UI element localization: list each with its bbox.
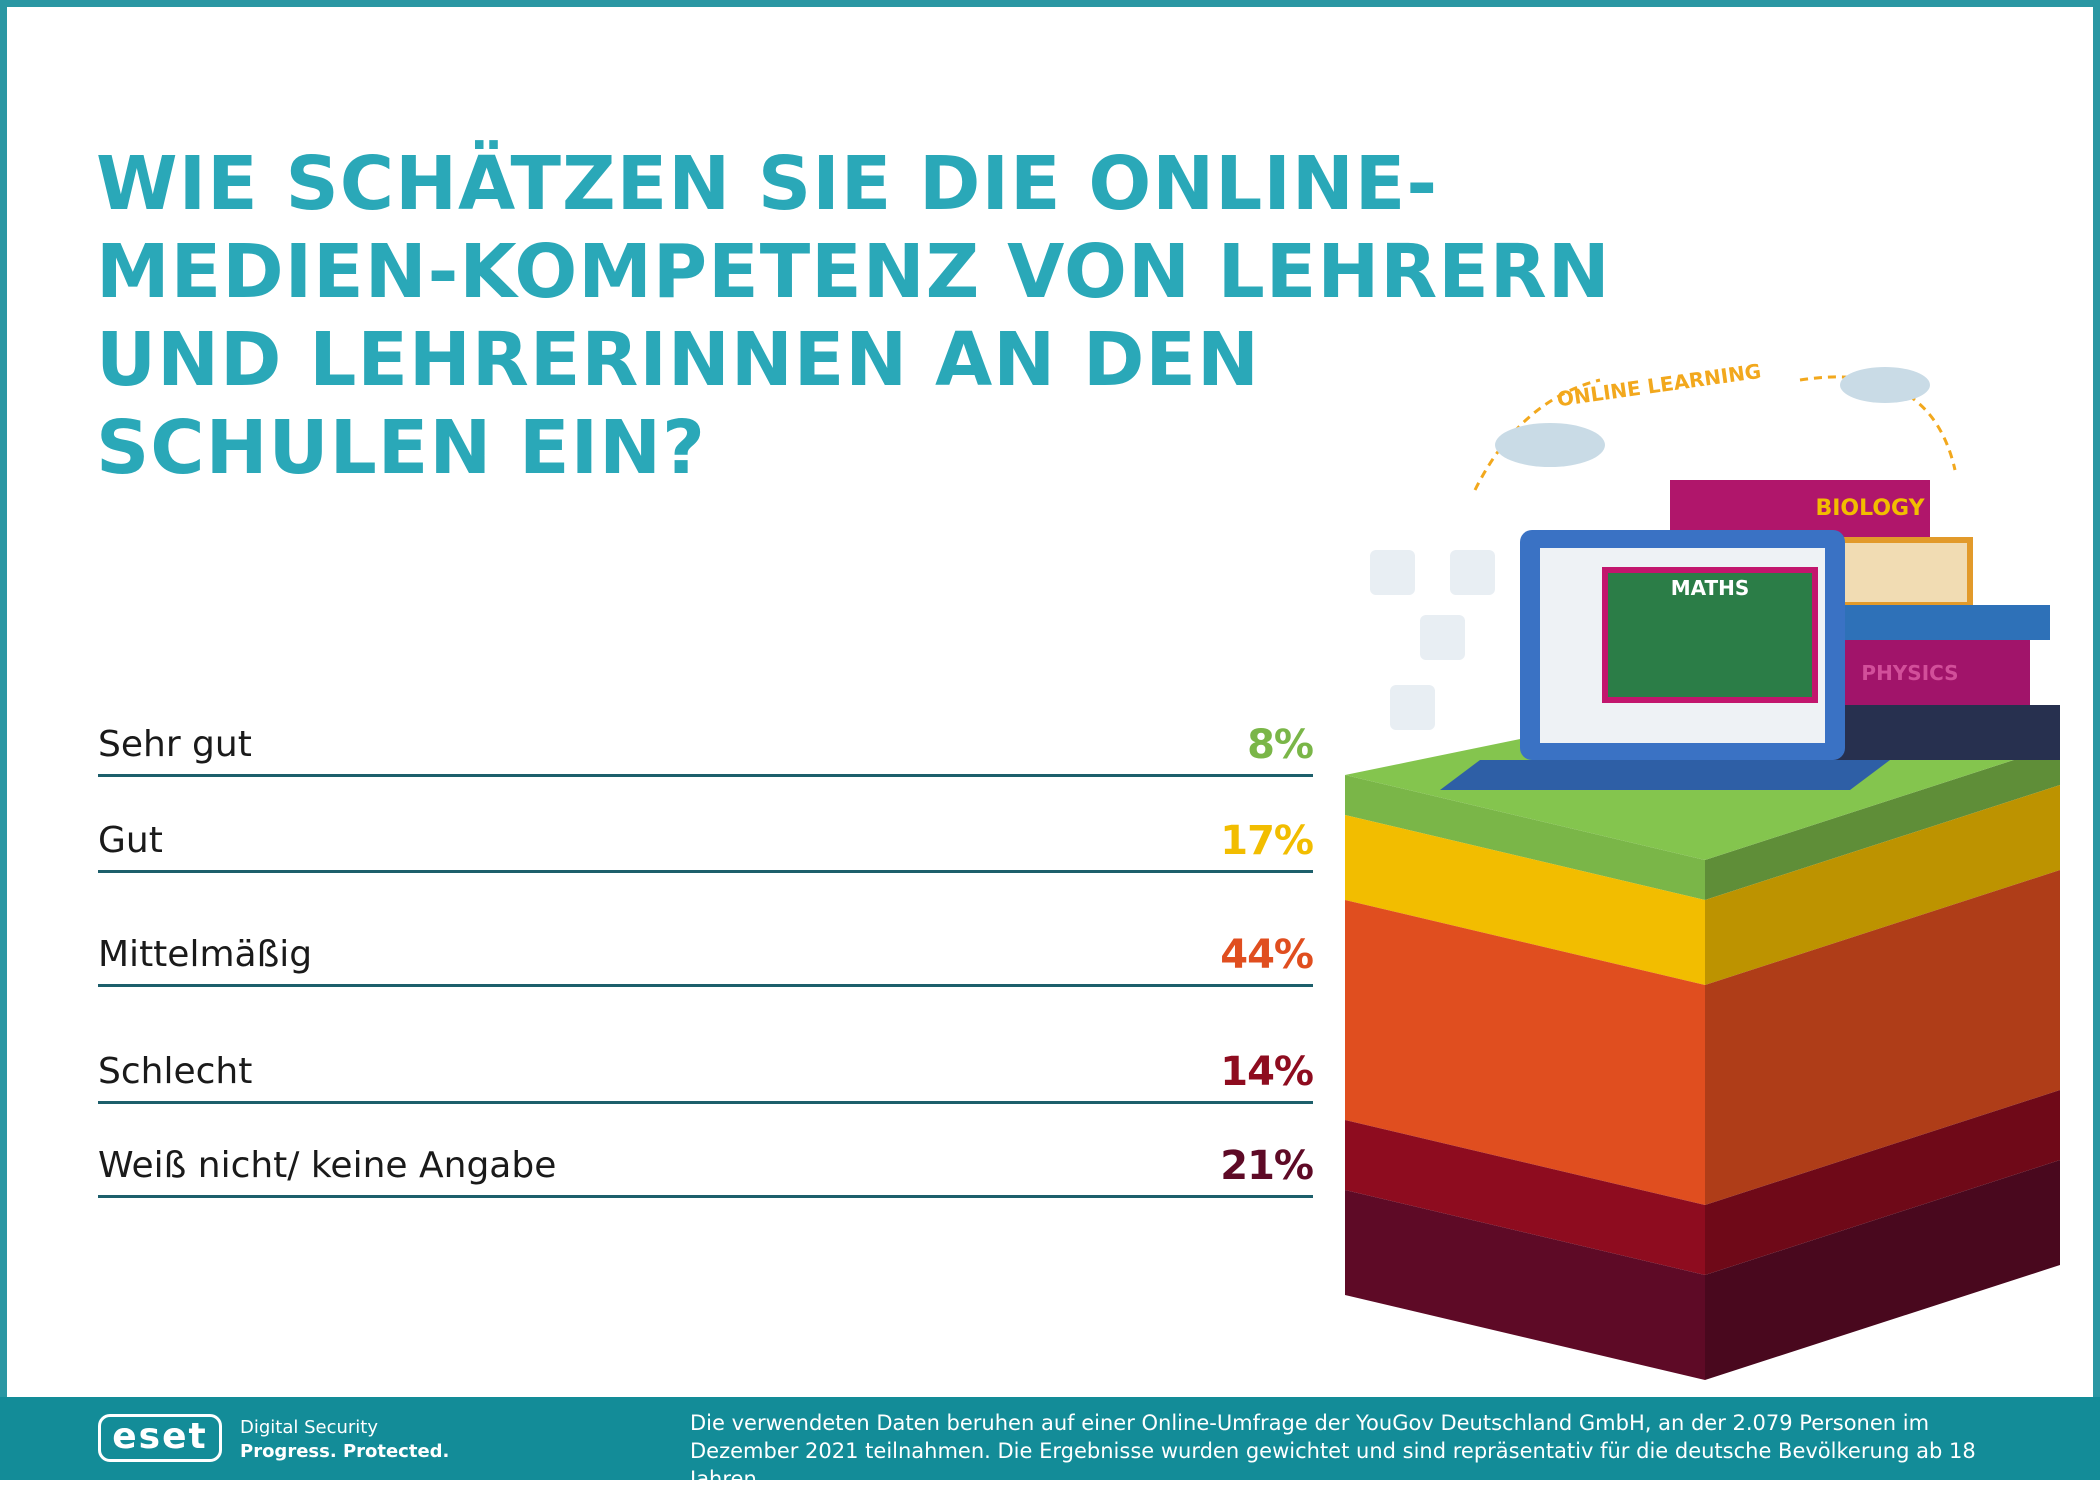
row-line <box>98 870 1313 873</box>
illustration-label: BIOLOGY <box>1815 496 1925 521</box>
category-label: Schlecht <box>98 1051 253 1092</box>
layer-left-face <box>1345 775 1705 900</box>
layer-left-face <box>1345 815 1705 985</box>
chart: ONLINE LEARNING BIOLOGY PHYSICS MATHS <box>1345 359 2060 1380</box>
keyboard <box>1440 760 1890 790</box>
value-label: 14% <box>1220 1049 1314 1095</box>
category-label: Weiß nicht/ keine Angabe <box>98 1145 557 1186</box>
value-label: 8% <box>1247 722 1314 768</box>
book <box>1820 605 2050 640</box>
icon <box>1390 685 1435 730</box>
illustration: ONLINE LEARNING BIOLOGY PHYSICS MATHS <box>1370 359 2060 790</box>
row-line <box>98 1101 1313 1104</box>
book <box>1820 705 2060 760</box>
row-line <box>98 984 1313 987</box>
cloud <box>1840 367 1930 403</box>
layer-left-face <box>1345 1120 1705 1275</box>
illustration-label: MATHS <box>1671 576 1750 600</box>
book <box>1830 640 2030 705</box>
value-label: 21% <box>1220 1143 1314 1189</box>
footer: eset Digital Security Progress. Protecte… <box>0 1397 2100 1491</box>
illustration-label: ONLINE LEARNING <box>1555 359 1762 411</box>
row-line <box>98 1195 1313 1198</box>
tagline: Digital Security <box>240 1417 379 1438</box>
layer-left-face <box>1345 900 1705 1205</box>
layer-right-face <box>1705 1090 2060 1275</box>
blackboard <box>1602 567 1818 703</box>
layer-left-face <box>1345 1190 1705 1380</box>
icon <box>1370 550 1415 595</box>
category-label: Gut <box>98 820 163 861</box>
layer-right-face <box>1705 870 2060 1205</box>
layer-right-face <box>1705 1160 2060 1380</box>
category-label: Sehr gut <box>98 724 252 765</box>
icon <box>1420 615 1465 660</box>
layer-right-face <box>1705 745 2060 900</box>
icon <box>1450 550 1495 595</box>
cloud <box>1495 423 1605 467</box>
dashed-arc <box>1473 375 1957 491</box>
chart-title: WIE SCHÄTZEN SIE DIE ONLINE-MEDIEN-KOMPE… <box>96 141 1611 491</box>
category-label: Mittelmäßig <box>98 934 313 975</box>
logo: eset <box>98 1414 222 1462</box>
layer-stack <box>1345 700 2060 1380</box>
layer-right-face <box>1705 785 2060 985</box>
value-label: 17% <box>1220 818 1314 864</box>
illustration-label: PHYSICS <box>1861 661 1958 685</box>
tagline: Progress. Protected. <box>240 1441 450 1462</box>
row-line <box>98 774 1313 777</box>
source-note: Die verwendeten Daten beruhen auf einer … <box>690 1411 1976 1491</box>
value-label: 44% <box>1220 932 1314 978</box>
